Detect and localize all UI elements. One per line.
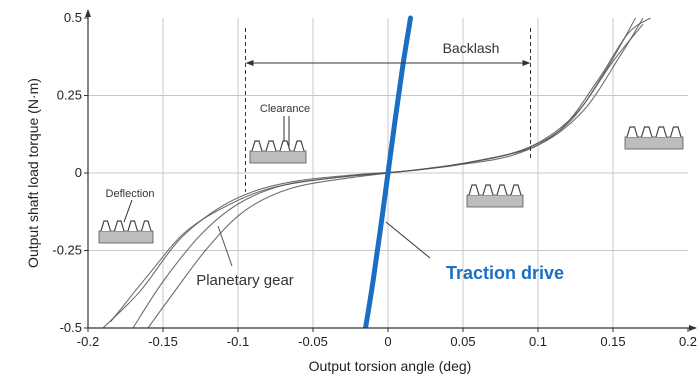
y-axis-arrow bbox=[85, 9, 91, 17]
center-gear-icon bbox=[466, 184, 524, 208]
x-axis-label: Output torsion angle (deg) bbox=[309, 358, 472, 374]
planetary-gear-label: Planetary gear bbox=[196, 272, 294, 289]
y-tick-label: -0.25 bbox=[52, 243, 82, 258]
x-tick-label: -0.2 bbox=[77, 334, 99, 349]
x-tick-label: 0.05 bbox=[450, 334, 475, 349]
annotations bbox=[98, 28, 684, 267]
y-tick-label: -0.5 bbox=[60, 320, 82, 335]
backlash-arrow-left-head bbox=[245, 60, 254, 66]
traction-drive-leader bbox=[385, 221, 431, 259]
deflection-label: Deflection bbox=[106, 188, 155, 200]
gear-base bbox=[249, 150, 307, 164]
gear-base bbox=[466, 194, 524, 208]
clearance-label: Clearance bbox=[260, 103, 310, 115]
x-tick-label: 0 bbox=[384, 334, 391, 349]
curves bbox=[102, 15, 651, 328]
x-tick-label: -0.15 bbox=[148, 334, 178, 349]
gear-teeth bbox=[251, 140, 305, 152]
traction-drive-label: Traction drive bbox=[446, 263, 564, 283]
axes bbox=[85, 9, 697, 331]
y-axis-label: Output shaft load torque (N·m) bbox=[25, 78, 41, 268]
x-tick-label: -0.1 bbox=[227, 334, 249, 349]
y-tick-label: 0.5 bbox=[64, 10, 82, 25]
y-tick-label: 0.25 bbox=[57, 88, 82, 103]
x-axis-arrow bbox=[689, 325, 697, 331]
gear-base bbox=[98, 230, 154, 244]
planetary-gear-leader bbox=[217, 225, 233, 267]
gear-base bbox=[624, 136, 684, 150]
backlash-label: Backlash bbox=[443, 40, 500, 56]
curves-clip-group bbox=[102, 15, 651, 328]
ticks: -0.2 -0.15 -0.1 -0.05 0 0.05 0.1 0.15 0.2 -0.5 -0.… bbox=[52, 10, 697, 349]
planetary-gear-curve bbox=[147, 23, 644, 328]
traction-drive-line bbox=[363, 15, 413, 328]
deflection-gear-icon bbox=[98, 220, 154, 244]
x-tick-label: 0.15 bbox=[600, 334, 625, 349]
gear-teeth bbox=[468, 184, 522, 196]
right-gear-icon bbox=[624, 126, 684, 150]
y-tick-label: 0 bbox=[75, 165, 82, 180]
gear-teeth bbox=[626, 126, 682, 138]
x-tick-label: 0.2 bbox=[679, 334, 697, 349]
gear-teeth bbox=[100, 220, 152, 232]
planetary-gear-curve bbox=[102, 17, 644, 328]
x-tick-label: 0.1 bbox=[529, 334, 547, 349]
deflection-leader bbox=[123, 199, 133, 223]
backlash-arrow-right-head bbox=[522, 60, 531, 66]
clearance-gear-icon bbox=[249, 140, 307, 164]
x-tick-label: -0.05 bbox=[298, 334, 328, 349]
